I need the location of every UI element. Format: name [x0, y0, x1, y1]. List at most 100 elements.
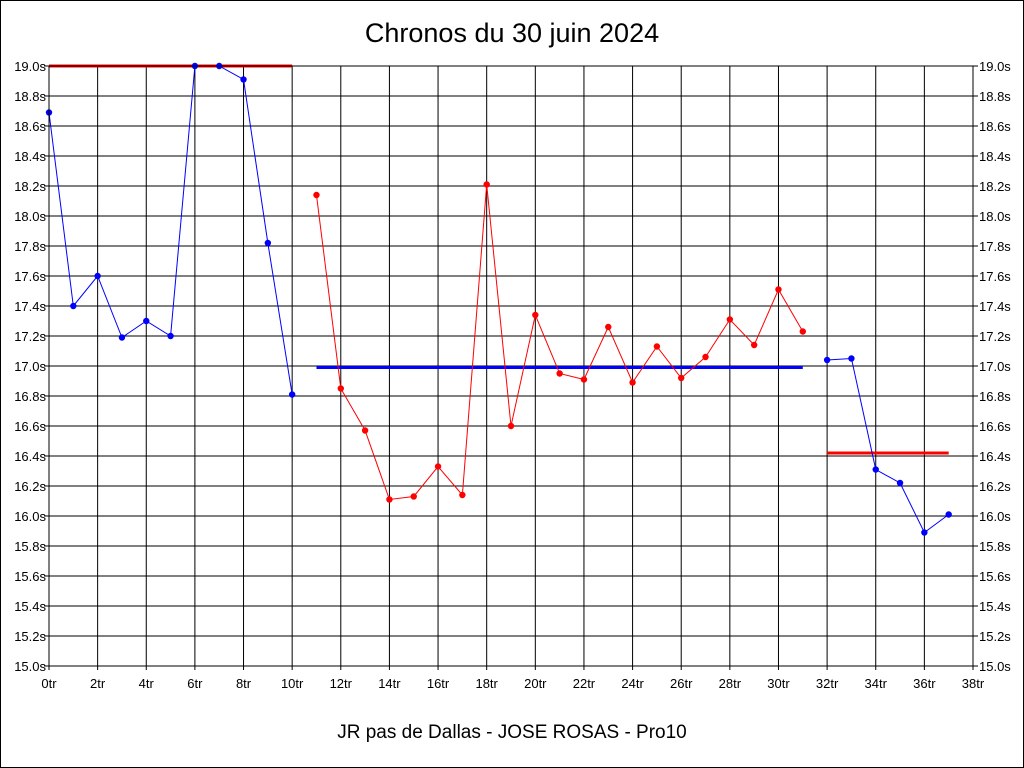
plot-border: [48, 65, 974, 667]
y-tick-label-right: 16.8s: [979, 389, 1011, 404]
y-tick-label-right: 19.0s: [979, 59, 1011, 74]
x-tick-label: 28tr: [719, 676, 742, 691]
data-point: [653, 343, 661, 350]
x-tick-label: 6tr: [187, 676, 203, 691]
data-point: [410, 493, 417, 500]
series: [45, 62, 952, 536]
data-point: [945, 511, 952, 518]
data-point: [94, 272, 101, 280]
y-tick-label-left: 18.4s: [14, 149, 46, 164]
data-point: [143, 317, 150, 325]
data-point: [848, 355, 855, 362]
x-tick-label: 0tr: [41, 676, 57, 691]
y-tick-label-right: 17.6s: [979, 269, 1011, 284]
x-tick-label: 10tr: [281, 676, 304, 691]
series-3: [823, 355, 952, 536]
x-tick-label: 20tr: [524, 676, 547, 691]
x-tick-label: 4tr: [139, 676, 155, 691]
data-point: [605, 323, 612, 331]
data-point: [799, 328, 806, 335]
y-tick-label-left: 15.2s: [14, 629, 46, 644]
y-tick-label-left: 15.8s: [14, 539, 46, 554]
data-point: [70, 302, 77, 310]
series-line: [48, 65, 293, 395]
y-tick-label-right: 15.6s: [979, 569, 1011, 584]
data-point: [337, 385, 344, 392]
y-tick-label-right: 15.8s: [979, 539, 1011, 554]
reference-lines: [49, 64, 949, 455]
series-1: [45, 62, 296, 398]
chart-subtitle: JR pas de Dallas - JOSE ROSAS - Pro10: [337, 722, 687, 743]
data-point: [118, 334, 126, 341]
y-tick-label-left: 16.6s: [14, 419, 46, 434]
y-tick-label-left: 17.0s: [14, 359, 46, 374]
y-tick-label-right: 15.4s: [979, 599, 1011, 614]
data-point: [361, 427, 369, 434]
y-tick-label-right: 15.2s: [979, 629, 1011, 644]
data-point: [434, 463, 442, 470]
data-point: [459, 491, 466, 499]
data-point: [872, 466, 879, 473]
axis-labels: 15.0s 15.0s 15.2s 15.2s 15.4s 15.4s 15.6s 15.6s…: [14, 59, 1011, 691]
series-2: [313, 181, 806, 503]
y-tick-label-right: 16.6s: [979, 419, 1011, 434]
series-line: [827, 357, 949, 534]
data-point: [167, 332, 174, 340]
data-point: [678, 374, 685, 382]
y-tick-label-left: 19.0s: [14, 59, 46, 74]
y-tick-label-right: 17.0s: [979, 359, 1011, 374]
data-point: [483, 181, 490, 188]
chart-title: Chronos du 30 juin 2024: [364, 18, 660, 48]
data-point: [750, 341, 758, 349]
data-point: [921, 529, 928, 536]
y-tick-label-left: 15.4s: [14, 599, 46, 614]
y-tick-label-left: 18.6s: [14, 119, 46, 134]
data-point: [313, 191, 320, 199]
data-point: [775, 286, 782, 293]
x-tick-label: 24tr: [621, 676, 644, 691]
x-tick-label: 18tr: [475, 676, 498, 691]
data-point: [896, 479, 904, 487]
data-point: [629, 379, 636, 386]
y-tick-label-right: 16.2s: [979, 479, 1011, 494]
y-tick-label-right: 16.0s: [979, 509, 1011, 524]
data-point: [702, 353, 709, 361]
y-tick-label-left: 17.8s: [14, 239, 46, 254]
data-point: [507, 422, 515, 430]
x-tick-label: 30tr: [767, 676, 790, 691]
y-tick-label-left: 15.0s: [14, 659, 46, 674]
data-point: [240, 76, 247, 83]
y-tick-label-left: 18.2s: [14, 179, 46, 194]
x-tick-label: 32tr: [816, 676, 839, 691]
data-point: [288, 391, 296, 398]
y-tick-label-left: 17.4s: [14, 299, 46, 314]
x-tick-label: 12tr: [330, 676, 353, 691]
y-tick-label-right: 18.8s: [979, 89, 1011, 104]
y-tick-label-left: 16.4s: [14, 449, 46, 464]
y-tick-label-right: 18.0s: [979, 209, 1011, 224]
y-tick-label-left: 17.2s: [14, 329, 46, 344]
x-tick-label: 22tr: [573, 676, 596, 691]
x-tick-label: 14tr: [378, 676, 401, 691]
y-tick-label-right: 17.2s: [979, 329, 1011, 344]
data-point: [823, 356, 831, 364]
y-tick-label-left: 15.6s: [14, 569, 46, 584]
data-point: [264, 239, 272, 247]
x-tick-label: 8tr: [236, 676, 252, 691]
y-tick-label-right: 18.6s: [979, 119, 1011, 134]
y-tick-label-left: 16.2s: [14, 479, 46, 494]
data-point: [556, 370, 563, 377]
data-point: [580, 376, 588, 383]
data-point: [532, 311, 539, 319]
y-tick-label-left: 18.8s: [14, 89, 46, 104]
y-tick-label-right: 18.2s: [979, 179, 1011, 194]
x-tick-label: 2tr: [90, 676, 106, 691]
x-tick-label: 36tr: [913, 676, 936, 691]
data-point: [726, 316, 734, 323]
y-tick-label-right: 17.8s: [979, 239, 1011, 254]
x-tick-label: 34tr: [865, 676, 888, 691]
y-tick-label-right: 17.4s: [979, 299, 1011, 314]
x-tick-label: 38tr: [962, 676, 985, 691]
